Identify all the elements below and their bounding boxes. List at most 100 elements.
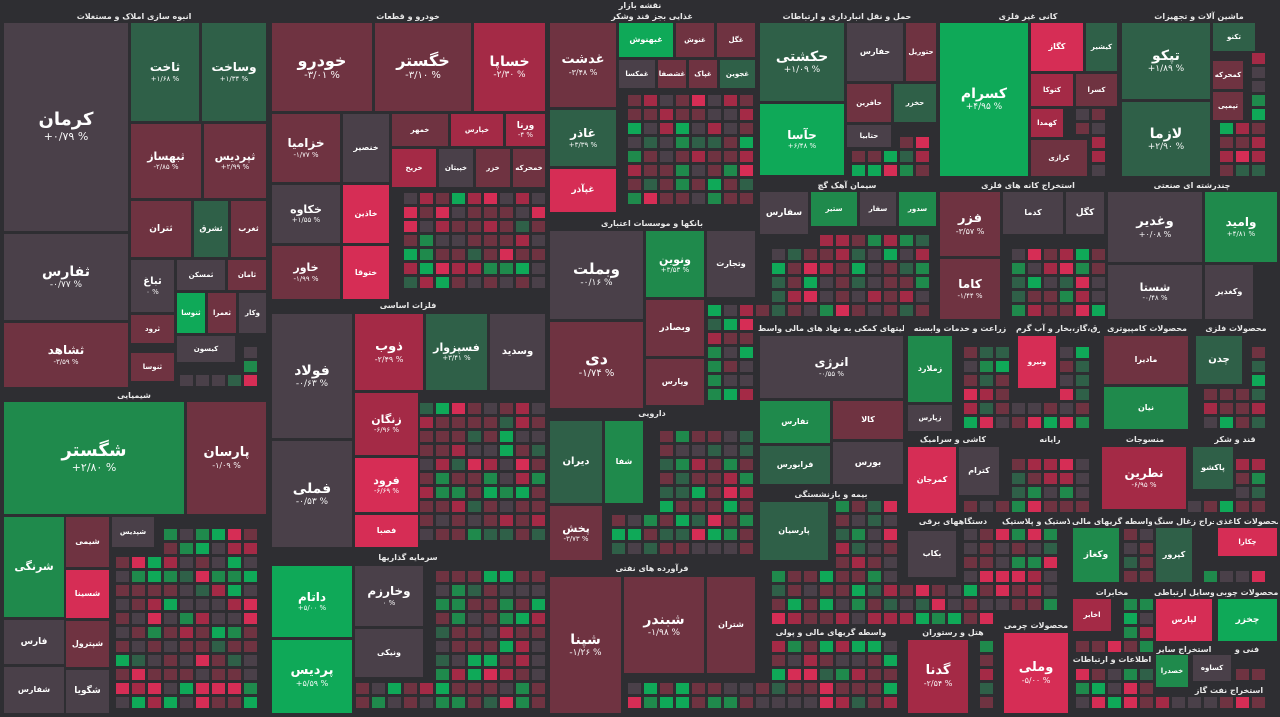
stock-tile-small[interactable]	[1043, 248, 1058, 261]
stock-tile-small[interactable]	[1011, 598, 1026, 611]
stock-tile-small[interactable]	[1043, 276, 1058, 289]
stock-tile-small[interactable]	[1139, 668, 1154, 681]
stock-tile-small[interactable]	[1251, 108, 1266, 121]
stock-tile-small[interactable]	[531, 430, 546, 443]
stock-tile-small[interactable]	[419, 458, 434, 471]
stock-tile[interactable]: لپارس	[1155, 598, 1213, 642]
stock-tile-small[interactable]	[1011, 304, 1026, 317]
stock-tile-small[interactable]	[643, 682, 658, 695]
stock-tile-small[interactable]	[931, 598, 946, 611]
stock-tile-small[interactable]	[355, 696, 370, 709]
stock-tile-small[interactable]	[739, 94, 754, 107]
stock-tile[interactable]: وخارزم ۰ %	[354, 565, 424, 627]
stock-tile-small[interactable]	[883, 150, 898, 163]
stock-tile-small[interactable]	[1075, 262, 1090, 275]
stock-tile-small[interactable]	[659, 542, 674, 555]
stock-tile-small[interactable]	[1043, 598, 1058, 611]
stock-tile-small[interactable]	[163, 584, 178, 597]
stock-tile-small[interactable]	[1235, 458, 1250, 471]
stock-tile-small[interactable]	[723, 682, 738, 695]
stock-tile-small[interactable]	[915, 234, 930, 247]
stock-tile-small[interactable]	[1235, 164, 1250, 177]
stock-tile-small[interactable]	[819, 234, 834, 247]
stock-tile-small[interactable]	[691, 486, 706, 499]
stock-tile-small[interactable]	[211, 668, 226, 681]
stock-tile-small[interactable]	[483, 500, 498, 513]
stock-tile-small[interactable]	[771, 248, 786, 261]
stock-tile[interactable]: وامید +۴/۸۱ %	[1204, 191, 1278, 263]
stock-tile-small[interactable]	[179, 598, 194, 611]
stock-tile[interactable]: وپارس	[645, 358, 705, 406]
stock-tile-small[interactable]	[531, 696, 546, 709]
stock-tile-small[interactable]	[227, 696, 242, 709]
stock-tile-small[interactable]	[1027, 402, 1042, 415]
stock-tile-small[interactable]	[163, 626, 178, 639]
stock-tile-small[interactable]	[179, 528, 194, 541]
stock-tile-small[interactable]	[1091, 696, 1106, 709]
stock-tile-small[interactable]	[435, 640, 450, 653]
stock-tile-small[interactable]	[1123, 668, 1138, 681]
stock-tile-small[interactable]	[851, 654, 866, 667]
stock-tile[interactable]: کالا	[832, 400, 904, 440]
stock-tile-small[interactable]	[195, 668, 210, 681]
stock-tile-small[interactable]	[499, 654, 514, 667]
stock-tile[interactable]: حافرین	[846, 83, 892, 123]
stock-tile-small[interactable]	[243, 696, 258, 709]
stock-tile-small[interactable]	[131, 612, 146, 625]
stock-tile-small[interactable]	[723, 528, 738, 541]
stock-tile-small[interactable]	[819, 612, 834, 625]
stock-tile[interactable]: حآسا +۶/۴۸ %	[759, 103, 845, 176]
stock-tile-small[interactable]	[835, 234, 850, 247]
stock-tile-small[interactable]	[467, 612, 482, 625]
stock-tile-small[interactable]	[707, 696, 722, 709]
stock-tile[interactable]: ثامان	[227, 259, 267, 291]
stock-tile-small[interactable]	[451, 486, 466, 499]
stock-tile-small[interactable]	[227, 584, 242, 597]
stock-tile-small[interactable]	[195, 584, 210, 597]
stock-tile-small[interactable]	[403, 192, 418, 205]
stock-tile-small[interactable]	[1235, 122, 1250, 135]
stock-tile-small[interactable]	[995, 584, 1010, 597]
stock-tile-small[interactable]	[771, 598, 786, 611]
stock-tile-small[interactable]	[467, 248, 482, 261]
stock-tile-small[interactable]	[707, 346, 722, 359]
stock-tile-small[interactable]	[419, 696, 434, 709]
stock-tile-small[interactable]	[115, 640, 130, 653]
stock-tile-small[interactable]	[515, 444, 530, 457]
stock-tile[interactable]: شگویا	[65, 669, 110, 714]
stock-tile-small[interactable]	[435, 528, 450, 541]
stock-tile-small[interactable]	[531, 486, 546, 499]
stock-tile-small[interactable]	[643, 164, 658, 177]
stock-tile-small[interactable]	[835, 584, 850, 597]
stock-tile-small[interactable]	[739, 486, 754, 499]
stock-tile[interactable]: تپکو +۱/۸۹ %	[1121, 22, 1211, 100]
stock-tile-small[interactable]	[483, 570, 498, 583]
stock-tile-small[interactable]	[211, 612, 226, 625]
stock-tile[interactable]: ونوین +۳/۵۳ %	[645, 230, 705, 298]
stock-tile-small[interactable]	[691, 178, 706, 191]
stock-tile-small[interactable]	[787, 682, 802, 695]
stock-tile-small[interactable]	[835, 570, 850, 583]
stock-tile-small[interactable]	[723, 164, 738, 177]
stock-tile-small[interactable]	[499, 528, 514, 541]
stock-tile-small[interactable]	[979, 584, 994, 597]
stock-tile-small[interactable]	[867, 150, 882, 163]
stock-tile-small[interactable]	[419, 430, 434, 443]
stock-tile-small[interactable]	[483, 654, 498, 667]
stock-tile-small[interactable]	[1123, 556, 1138, 569]
stock-tile-small[interactable]	[739, 388, 754, 401]
stock-tile-small[interactable]	[179, 682, 194, 695]
stock-tile-small[interactable]	[499, 640, 514, 653]
stock-tile-small[interactable]	[995, 416, 1010, 429]
stock-tile-small[interactable]	[451, 584, 466, 597]
stock-tile-small[interactable]	[883, 542, 898, 555]
stock-tile-small[interactable]	[867, 290, 882, 303]
stock-tile-small[interactable]	[435, 570, 450, 583]
stock-tile[interactable]: کساوه	[1192, 654, 1232, 682]
stock-tile-small[interactable]	[659, 192, 674, 205]
stock-tile-small[interactable]	[131, 696, 146, 709]
stock-tile[interactable]: فولاد -۰/۶۳ %	[271, 313, 353, 439]
stock-tile-small[interactable]	[403, 276, 418, 289]
stock-tile-small[interactable]	[1251, 402, 1266, 415]
stock-tile-small[interactable]	[1251, 668, 1266, 681]
